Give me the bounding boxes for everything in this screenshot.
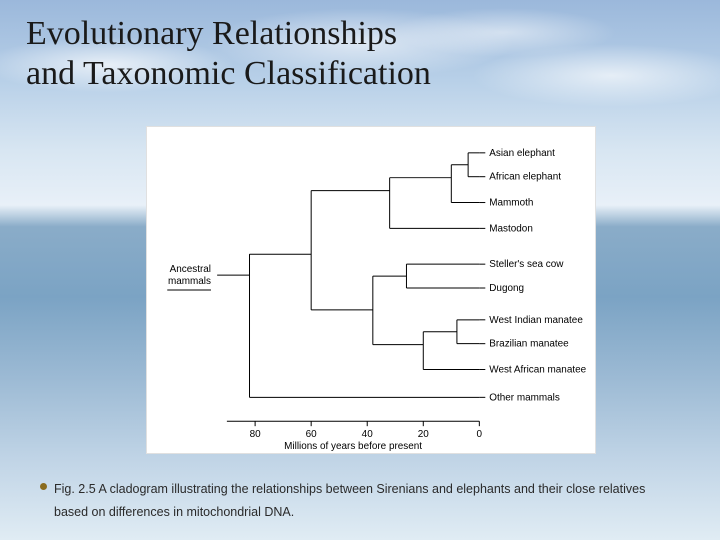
svg-text:African elephant: African elephant [489, 172, 561, 183]
svg-text:Dugong: Dugong [489, 283, 524, 294]
svg-text:60: 60 [306, 429, 318, 440]
svg-text:Millions of years before prese: Millions of years before present [284, 441, 422, 452]
title-line-1: Evolutionary Relationships [26, 15, 397, 52]
svg-text:80: 80 [250, 429, 262, 440]
figure-caption: Fig. 2.5 A cladogram illustrating the re… [54, 478, 666, 524]
svg-text:mammals: mammals [168, 276, 211, 287]
svg-text:40: 40 [362, 429, 374, 440]
svg-text:Ancestral: Ancestral [170, 264, 211, 275]
svg-text:West Indian manatee: West Indian manatee [489, 315, 583, 326]
svg-text:Steller's sea cow: Steller's sea cow [489, 259, 564, 270]
svg-text:West African manatee: West African manatee [489, 364, 586, 375]
svg-text:Mastodon: Mastodon [489, 223, 533, 234]
svg-text:Asian elephant: Asian elephant [489, 148, 555, 159]
svg-text:Mammoth: Mammoth [489, 198, 533, 209]
title-line-2: and Taxonomic Classification [26, 55, 431, 92]
svg-text:20: 20 [418, 429, 430, 440]
cladogram-figure: 80 60 40 20 0 Millions of years before presen… [146, 126, 596, 454]
cladogram-svg: 80 60 40 20 0 Millions of years before presen… [147, 127, 595, 453]
slide-title: Evolutionary Relationships and Taxonomic… [0, 0, 720, 94]
bullet-icon [40, 483, 47, 490]
svg-text:Brazilian manatee: Brazilian manatee [489, 339, 569, 350]
svg-text:Other mammals: Other mammals [489, 392, 560, 403]
svg-text:0: 0 [477, 429, 483, 440]
